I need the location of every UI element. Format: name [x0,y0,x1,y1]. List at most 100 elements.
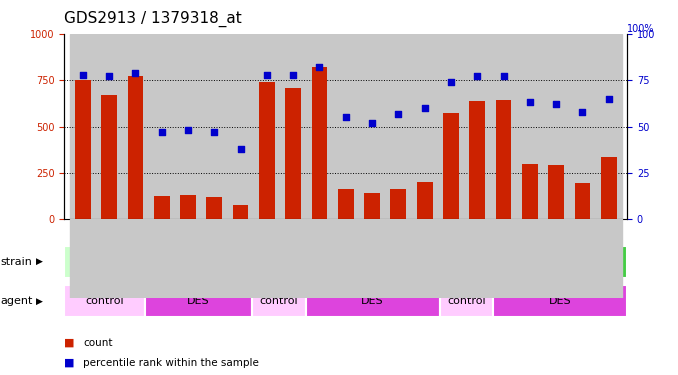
Point [130,70,141,76]
Point [340,114,351,120]
Point [472,74,483,80]
Bar [285,88,301,219]
Bar [595,34,622,219]
Bar [517,219,543,298]
Point [445,79,456,85]
Bar [333,34,359,219]
Text: ▶: ▶ [36,296,43,305]
Point [104,74,115,80]
Bar [417,182,433,219]
Text: 100%: 100% [627,24,655,34]
Bar [469,100,485,219]
Point [287,72,298,78]
Bar [180,195,196,219]
Bar [574,183,591,219]
Bar [64,285,145,317]
Point [498,74,509,80]
Text: ACI: ACI [149,256,167,267]
Bar [252,285,306,317]
Point [603,96,614,102]
Point [551,101,561,107]
Bar [549,165,564,219]
Bar [306,219,333,298]
Text: Brown Norway: Brown Norway [493,256,574,267]
Bar [70,219,96,298]
Bar [233,204,248,219]
Bar [122,34,148,219]
Point [367,120,378,126]
Bar [122,219,148,298]
Bar [359,34,385,219]
Text: ■: ■ [64,358,75,368]
Bar [148,34,175,219]
Bar [306,285,439,317]
Bar [364,194,380,219]
Bar [438,219,464,298]
Point [393,111,404,117]
Point [77,72,88,78]
Bar [543,34,570,219]
Bar [570,219,595,298]
Text: DES: DES [187,296,210,306]
Text: ■: ■ [64,338,75,348]
Point [524,99,535,105]
Text: ▶: ▶ [36,257,43,266]
Text: DES: DES [549,296,572,306]
Bar [595,219,622,298]
Bar [543,219,570,298]
Point [577,109,588,115]
Bar [145,285,252,317]
Text: Copenhagen: Copenhagen [311,256,381,267]
Bar [227,34,254,219]
Bar [259,82,275,219]
Bar [312,67,327,219]
Bar [412,219,438,298]
Bar [96,219,122,298]
Bar [75,80,91,219]
Bar [490,34,517,219]
Text: percentile rank within the sample: percentile rank within the sample [83,358,259,368]
Bar [206,197,222,219]
Bar [254,219,280,298]
Bar [359,219,385,298]
Bar [385,34,412,219]
Bar [490,219,517,298]
Bar [570,34,595,219]
Text: agent: agent [1,296,33,306]
Bar [517,34,543,219]
Point [182,127,193,133]
Bar [385,219,412,298]
Bar [522,164,538,219]
Bar [101,95,117,219]
Bar [96,34,122,219]
Text: strain: strain [1,256,33,267]
Text: control: control [260,296,298,306]
Bar [438,34,464,219]
Bar [439,285,493,317]
Bar [127,75,143,219]
Bar [333,219,359,298]
Bar [280,219,306,298]
Bar [64,246,252,278]
Bar [391,189,406,219]
Bar [464,219,490,298]
Bar [175,34,201,219]
Bar [70,34,96,219]
Bar [201,219,227,298]
Point [235,146,246,152]
Bar [496,100,511,219]
Bar [201,34,227,219]
Point [157,129,167,135]
Point [209,129,220,135]
Bar [280,34,306,219]
Bar [154,196,170,219]
Bar [443,112,459,219]
Bar [601,157,616,219]
Text: control: control [85,296,124,306]
Bar [148,219,175,298]
Bar [464,34,490,219]
Bar [412,34,438,219]
Bar [439,246,627,278]
Point [419,105,430,111]
Bar [306,34,333,219]
